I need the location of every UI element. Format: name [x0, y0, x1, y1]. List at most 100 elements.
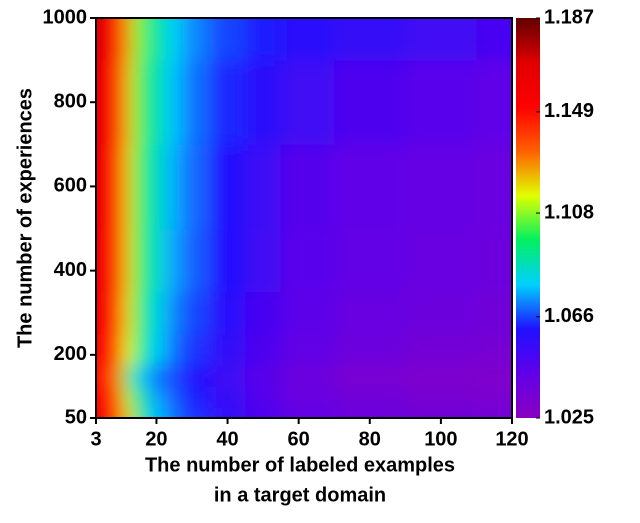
heatmap-cell [209, 60, 246, 145]
y-tick-label: 1000 [43, 6, 88, 28]
heatmap-cell [96, 407, 102, 418]
colorbar-tick-label: 1.025 [544, 406, 594, 428]
heatmap-cell [183, 60, 211, 145]
heatmap-cell [101, 60, 113, 145]
heatmap-cell [112, 18, 124, 61]
heatmap-cell [476, 228, 512, 293]
heatmap-cell [165, 407, 184, 418]
heatmap-cell [476, 333, 512, 366]
x-tick-label: 120 [495, 428, 528, 450]
heatmap-cell [101, 18, 113, 61]
heatmap-cell [112, 291, 124, 335]
heatmap-cell [334, 228, 406, 293]
heatmap-cell [112, 144, 124, 230]
heatmap-cell [245, 144, 282, 230]
heatmap-cell [133, 291, 149, 335]
heatmap-cell [101, 144, 113, 230]
heatmap-cell [101, 228, 113, 293]
heatmap-cell [96, 60, 102, 145]
plot-area [96, 18, 512, 418]
heatmap-cell [96, 333, 102, 366]
heatmap-cell [147, 18, 166, 61]
heatmap-cell [280, 144, 335, 230]
y-tick-label: 50 [65, 406, 87, 428]
heatmap-cell [101, 407, 113, 418]
heatmap-cell [147, 291, 166, 335]
heatmap-cell [112, 60, 124, 145]
heatmap-cell [209, 291, 246, 335]
heatmap-cell [147, 407, 166, 418]
x-tick-label: 20 [145, 428, 167, 450]
axes-frame [95, 17, 513, 419]
colorbar-tick-label: 1.108 [544, 201, 594, 223]
heatmap-cell [133, 60, 149, 145]
heatmap-cell [96, 144, 102, 230]
heatmap-cell [476, 291, 512, 335]
heatmap-cell [334, 291, 406, 335]
heatmap-cell [405, 18, 477, 61]
heatmap-cell [122, 365, 134, 387]
heatmap-cell [112, 386, 124, 408]
heatmap-cell [209, 228, 246, 293]
heatmap-cell [112, 407, 124, 418]
heatmap-cell [209, 407, 246, 418]
heatmap-cell [96, 18, 102, 61]
heatmap-cell [122, 60, 134, 145]
heatmap-cell [334, 18, 406, 61]
heatmap-cell [101, 291, 113, 335]
heatmap-cell [183, 228, 211, 293]
heatmap-cell [147, 60, 166, 145]
x-tick-label: 60 [288, 428, 310, 450]
heatmap-cell [405, 407, 477, 418]
heatmap-cell [147, 333, 166, 366]
heatmap-cell [476, 407, 512, 418]
heatmap-cell [165, 228, 184, 293]
heatmap-cell [133, 144, 149, 230]
heatmap-cell [183, 386, 211, 408]
heatmap-cell [476, 18, 512, 61]
x-tick-label: 100 [424, 428, 457, 450]
heatmap-cell [280, 386, 335, 408]
x-tick-label: 80 [359, 428, 381, 450]
x-axis-label: in a target domain [214, 484, 386, 506]
heatmap-cell [122, 228, 134, 293]
heatmap-cell [165, 60, 184, 145]
heatmap-cell [133, 18, 149, 61]
heatmap-cell [133, 365, 149, 387]
heatmap-cell [280, 333, 335, 366]
heatmap-cell [245, 365, 282, 387]
heatmap-cell [165, 386, 184, 408]
heatmap-cell [405, 333, 477, 366]
heatmap-cell [405, 228, 477, 293]
heatmap-cell [122, 144, 134, 230]
heatmap-cell [133, 386, 149, 408]
heatmap-cell [133, 333, 149, 366]
heatmap-cell [280, 365, 335, 387]
heatmap-cell [122, 291, 134, 335]
heatmap-cell [147, 228, 166, 293]
heatmap-cell [476, 386, 512, 408]
heatmap-cell [280, 407, 335, 418]
heatmap-cell [209, 386, 246, 408]
heatmap-cell [334, 386, 406, 408]
heatmap-cell [245, 228, 282, 293]
heatmap-cell [165, 144, 184, 230]
heatmap-cell [112, 365, 124, 387]
heatmap-cell [122, 333, 134, 366]
heatmap-cell [280, 228, 335, 293]
heatmap-cell [165, 291, 184, 335]
heatmap-cell [112, 228, 124, 293]
colorbar [516, 18, 540, 418]
heatmap-cell [165, 333, 184, 366]
heatmap-cell [280, 291, 335, 335]
heatmap-cell [334, 144, 406, 230]
colorbar-tick-label: 1.187 [544, 6, 594, 28]
heatmap-cell [334, 333, 406, 366]
heatmap-cell [405, 144, 477, 230]
heatmap [96, 18, 512, 418]
heatmap-cell [405, 386, 477, 408]
heatmap-cell [405, 291, 477, 335]
y-axis-label: The number of experiences [14, 88, 36, 348]
heatmap-cell [165, 365, 184, 387]
